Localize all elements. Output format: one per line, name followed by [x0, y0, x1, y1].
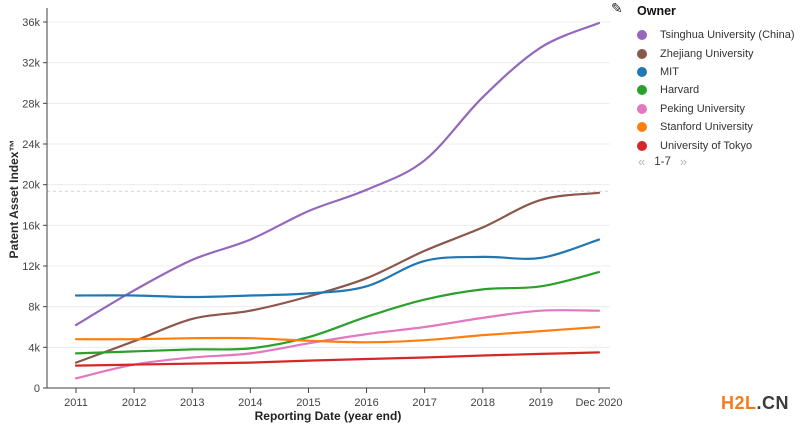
watermark-primary: H2L — [720, 393, 757, 413]
y-tick-label: 24k — [22, 139, 40, 151]
y-tick-label: 8k — [28, 302, 40, 314]
pagination-range: 1-7 — [654, 155, 671, 168]
y-tick-label: 4k — [28, 342, 40, 354]
y-tick-label: 36k — [22, 17, 40, 29]
legend-item[interactable]: Peking University — [637, 100, 795, 118]
legend-color-dot — [637, 30, 647, 41]
legend-item[interactable]: Zhejiang University — [637, 44, 795, 62]
series-line[interactable] — [74, 191, 601, 364]
legend-color-dot — [637, 85, 647, 96]
series-line[interactable] — [74, 238, 601, 299]
legend-item-label: MIT — [660, 65, 679, 78]
legend-item[interactable]: University of Tokyo — [637, 136, 795, 154]
pagination-prev-icon[interactable]: « — [638, 154, 646, 169]
x-axis-title: Reporting Date (year end) — [254, 409, 402, 423]
series-line[interactable] — [74, 325, 601, 344]
legend-item-label: University of Tokyo — [660, 139, 753, 152]
y-tick-label: 28k — [22, 98, 40, 110]
legend-item[interactable]: Harvard — [637, 81, 795, 99]
legend-pagination: « 1-7 » — [638, 155, 687, 168]
legend-items: Tsinghua University (China) Zhejiang Univ… — [637, 26, 795, 155]
legend-color-dot — [637, 66, 647, 77]
y-tick-label: 16k — [22, 220, 40, 232]
legend-item[interactable]: Stanford University — [637, 118, 795, 136]
x-tick-label: 2018 — [471, 397, 495, 409]
legend-item[interactable]: Tsinghua University (China) — [637, 26, 795, 44]
y-tick-label: 12k — [22, 261, 40, 273]
watermark-secondary: .CN — [756, 393, 789, 413]
y-axis-title: Patent Asset Index™ — [7, 139, 21, 259]
x-tick-label: 2012 — [122, 397, 146, 409]
legend-item-label: Harvard — [660, 84, 700, 97]
legend-item-label: Tsinghua University (China) — [660, 29, 795, 42]
x-tick-label: 2015 — [296, 397, 320, 409]
series-line[interactable] — [74, 21, 601, 327]
x-tick-label: 2019 — [529, 397, 553, 409]
x-tick-label: 2011 — [64, 397, 88, 409]
legend-item-label: Peking University — [660, 102, 745, 115]
x-tick-label: Dec 2020 — [575, 397, 622, 409]
legend-item[interactable]: MIT — [637, 63, 795, 81]
watermark: H2L.CN — [721, 393, 789, 414]
series-line[interactable] — [74, 271, 601, 355]
series-line[interactable] — [74, 309, 601, 380]
legend-title: Owner — [637, 4, 676, 18]
legend-item-label: Zhejiang University — [660, 47, 754, 60]
x-tick-label: 2013 — [180, 397, 204, 409]
legend-color-dot — [637, 140, 647, 151]
x-tick-label: 2014 — [238, 397, 262, 409]
legend-color-dot — [637, 48, 647, 59]
y-tick-label: 0 — [34, 383, 40, 395]
y-tick-label: 32k — [22, 58, 40, 70]
y-tick-label: 20k — [22, 180, 40, 192]
x-tick-label: 2016 — [354, 397, 378, 409]
legend-color-dot — [637, 103, 647, 114]
edit-icon[interactable]: ✎ — [611, 0, 623, 16]
pagination-next-icon[interactable]: » — [679, 154, 688, 169]
x-tick-label: 2017 — [412, 397, 436, 409]
legend-item-label: Stanford University — [660, 121, 753, 134]
series-line[interactable] — [74, 351, 601, 367]
legend-color-dot — [637, 122, 647, 133]
